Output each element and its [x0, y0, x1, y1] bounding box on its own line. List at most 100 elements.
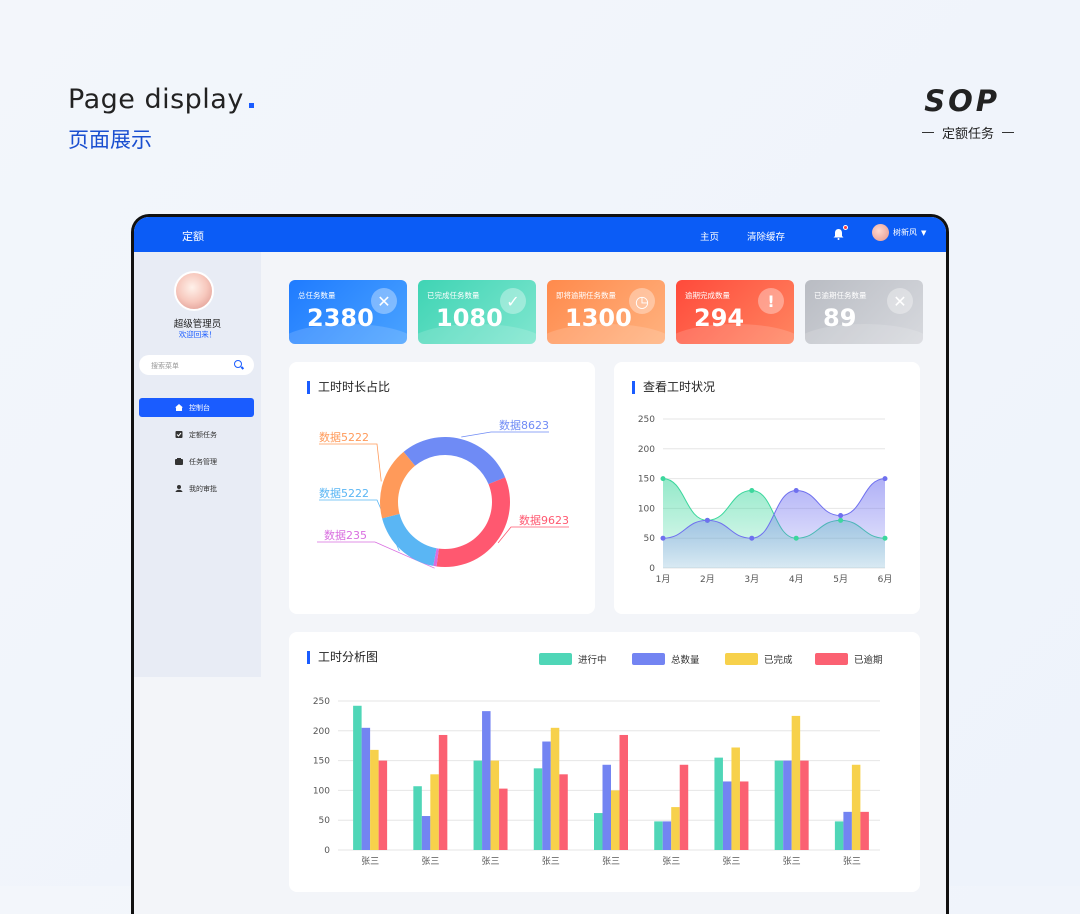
top-bar: 定额 主页 清除缓存 树新风 ▼ [134, 217, 946, 252]
stat-card-value: 1080 [436, 304, 503, 332]
legend-label: 总数量 [671, 655, 700, 666]
legend-item[interactable]: 已完成 [725, 652, 793, 666]
bar[interactable] [499, 788, 508, 850]
bar[interactable] [731, 747, 740, 850]
bar[interactable] [800, 760, 809, 850]
bar[interactable] [550, 727, 560, 850]
data-point[interactable] [749, 488, 755, 494]
x-tick-label: 张三 [602, 856, 620, 867]
stat-card-value: 89 [823, 304, 857, 332]
bar[interactable] [843, 811, 852, 850]
app-brand[interactable]: 定额 [182, 230, 204, 243]
bar[interactable] [783, 760, 792, 850]
bar[interactable] [714, 757, 723, 850]
y-tick-label: 50 [644, 534, 656, 544]
data-point[interactable] [838, 513, 844, 519]
main-content: 总任务数量 2380 ✕ 已完成任务数量 1080 ✓ 即将逾期任务数量 1300 ◷ 逾期完成数… [261, 252, 946, 914]
stat-card[interactable]: 即将逾期任务数量 1300 ◷ [547, 280, 665, 344]
bar[interactable] [473, 760, 483, 850]
data-point[interactable] [882, 476, 888, 482]
sidebar-item-console[interactable]: 控制台 [139, 398, 254, 417]
document-x-icon: ✕ [371, 288, 397, 314]
data-point[interactable] [660, 535, 666, 541]
legend-item[interactable]: 已逾期 [815, 652, 883, 666]
brand-title: SOP [924, 84, 1000, 118]
bar[interactable] [791, 715, 801, 850]
line-panel: 查看工时状况 0 50 100 150 200 250 1月 2月 3月 4月 5月 6月 [614, 362, 920, 614]
legend-label: 已完成 [764, 655, 793, 666]
x-tick-label: 6月 [878, 574, 893, 585]
bar-chart: 0 50 100 150 200 250 张三 张三 张三 张三 张三 张三 张三 张三 张三 [313, 697, 880, 867]
data-point[interactable] [882, 535, 888, 541]
nav-home[interactable]: 主页 [700, 232, 720, 243]
data-point[interactable] [660, 476, 666, 482]
bell-icon[interactable] [833, 228, 844, 240]
y-tick-label: 0 [649, 564, 655, 574]
data-point[interactable] [793, 488, 799, 494]
user-menu[interactable]: 树新风 ▼ [872, 224, 926, 241]
x-tick-label: 3月 [744, 574, 759, 585]
sidebar-item-label: 定额任务 [189, 430, 217, 439]
bar[interactable] [430, 774, 439, 850]
bar[interactable] [542, 741, 551, 850]
bar[interactable] [413, 786, 422, 850]
data-point[interactable] [704, 517, 710, 523]
nav-clear-cache[interactable]: 清除缓存 [747, 232, 786, 243]
sidebar-item-label: 任务管理 [189, 457, 217, 466]
data-point[interactable] [749, 535, 755, 541]
bar[interactable] [662, 821, 672, 850]
data-point[interactable] [838, 517, 844, 523]
bar[interactable] [851, 764, 861, 850]
bar[interactable] [860, 811, 869, 850]
bar[interactable] [834, 821, 844, 850]
bar[interactable] [370, 749, 379, 850]
bar[interactable] [739, 781, 749, 850]
sidebar-item-quota-tasks[interactable]: 定额任务 [139, 425, 254, 444]
bar[interactable] [654, 821, 663, 850]
bar[interactable] [438, 734, 448, 850]
stat-card-title: 已完成任务数量 [427, 291, 480, 300]
bar[interactable] [722, 781, 732, 850]
donut-slice[interactable] [382, 513, 437, 566]
bar[interactable] [533, 768, 543, 850]
donut-slice[interactable] [436, 477, 510, 567]
donut-slice[interactable] [433, 548, 439, 567]
stat-card[interactable]: 已完成任务数量 1080 ✓ [418, 280, 536, 344]
bar[interactable] [353, 705, 362, 850]
bar[interactable] [559, 774, 568, 850]
donut-slice[interactable] [403, 437, 506, 485]
donut-label: 数据8623 [499, 418, 549, 432]
bar[interactable] [594, 813, 603, 850]
bar[interactable] [671, 807, 680, 850]
profile-avatar [174, 271, 214, 311]
stat-card-title: 逾期完成数量 [685, 291, 730, 300]
y-tick-label: 200 [638, 445, 655, 455]
stat-card[interactable]: 总任务数量 2380 ✕ [289, 280, 407, 344]
device-frame: 定额 主页 清除缓存 树新风 ▼ 超级管理员 欢迎回来！ 搜索菜单 控制台 定额… [131, 214, 949, 914]
stat-card-value: 294 [694, 304, 745, 332]
bar[interactable] [378, 760, 388, 850]
bar[interactable] [421, 816, 431, 850]
legend-item[interactable]: 进行中 [539, 652, 607, 666]
series-area [663, 478, 885, 568]
stat-card[interactable]: 逾期完成数量 294! [676, 280, 794, 344]
stat-card[interactable]: 已逾期任务数量 89 ✕ [805, 280, 923, 344]
bar[interactable] [679, 764, 689, 850]
area-chart: 0 50 100 150 200 250 1月 2月 3月 4月 5月 6月 [638, 415, 893, 585]
data-point[interactable] [793, 535, 799, 541]
bar[interactable] [482, 711, 491, 850]
bar[interactable] [490, 760, 500, 850]
y-tick-label: 200 [313, 727, 330, 737]
sidebar-item-task-management[interactable]: 任务管理 [139, 452, 254, 471]
bar[interactable] [361, 727, 371, 850]
bar[interactable] [619, 734, 629, 850]
donut-slice[interactable] [380, 451, 416, 519]
search-icon[interactable] [234, 360, 242, 368]
bar[interactable] [774, 760, 784, 850]
sidebar-item-label: 我的审批 [189, 484, 217, 493]
sidebar-item-my-approvals[interactable]: 我的审批 [139, 479, 254, 498]
bar[interactable] [602, 764, 612, 850]
bar[interactable] [611, 790, 620, 850]
legend-item[interactable]: 总数量 [632, 652, 700, 666]
menu-search-input[interactable]: 搜索菜单 [139, 355, 254, 375]
